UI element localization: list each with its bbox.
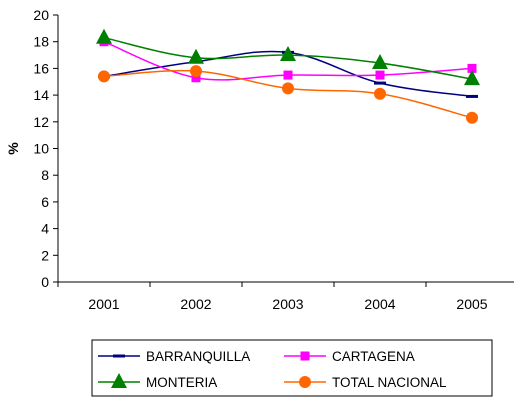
y-tick-label: 2 — [41, 247, 49, 263]
x-tick-label: 2002 — [180, 296, 211, 312]
legend-box — [91, 339, 493, 397]
y-tick-label: 6 — [41, 194, 49, 210]
y-tick-label: 10 — [33, 141, 49, 157]
data-point-total-nacional — [374, 87, 386, 100]
data-point-cartagena — [283, 70, 293, 80]
legend-label-monteria: MONTERIA — [146, 375, 217, 390]
x-tick-label: 2003 — [272, 296, 303, 312]
data-point-monteria — [372, 54, 388, 70]
y-axis-label: % — [5, 142, 21, 155]
y-axis: 0 2 4 6 8 10 12 14 16 18 20 — [33, 7, 59, 290]
legend-marker-cartagena — [300, 351, 310, 361]
data-point-barranquilla — [374, 81, 386, 85]
x-axis: 2001 2002 2003 2004 2005 — [57, 281, 514, 312]
y-tick-label: 12 — [33, 114, 49, 130]
data-point-cartagena — [191, 73, 201, 83]
x-tick-label: 2005 — [456, 296, 487, 312]
data-point-monteria — [96, 28, 112, 44]
data-point-total-nacional — [282, 82, 294, 95]
data-point-monteria — [464, 70, 480, 86]
y-tick-label: 4 — [41, 221, 49, 237]
data-point-total-nacional — [98, 70, 110, 83]
legend-label-cartagena: CARTAGENA — [332, 349, 415, 364]
y-tick-label: 14 — [33, 87, 49, 103]
data-point-monteria — [188, 48, 204, 64]
y-tick-label: 0 — [41, 274, 49, 290]
data-point-cartagena — [467, 63, 477, 73]
legend-label-total-nacional: TOTAL NACIONAL — [332, 375, 447, 390]
data-point-cartagena — [375, 70, 385, 80]
data-point-barranquilla — [466, 94, 478, 98]
y-tick-label: 16 — [33, 60, 49, 76]
legend: BARRANQUILLA CARTAGENA MONTERIA TOTAL NACIO… — [91, 339, 493, 397]
series-markers — [96, 28, 480, 124]
legend-marker-total-nacional — [299, 376, 311, 388]
y-tick-label: 20 — [33, 7, 49, 23]
x-tick-label: 2001 — [88, 296, 119, 312]
legend-label-barranquilla: BARRANQUILLA — [146, 349, 250, 364]
legend-marker-monteria — [111, 373, 127, 388]
data-point-monteria — [280, 46, 296, 62]
x-tick-label: 2004 — [364, 296, 395, 312]
data-point-total-nacional — [466, 111, 478, 124]
y-tick-label: 8 — [41, 167, 49, 183]
legend-marker-barranquilla — [113, 354, 125, 358]
y-tick-label: 18 — [33, 34, 49, 50]
data-point-total-nacional — [190, 65, 202, 78]
